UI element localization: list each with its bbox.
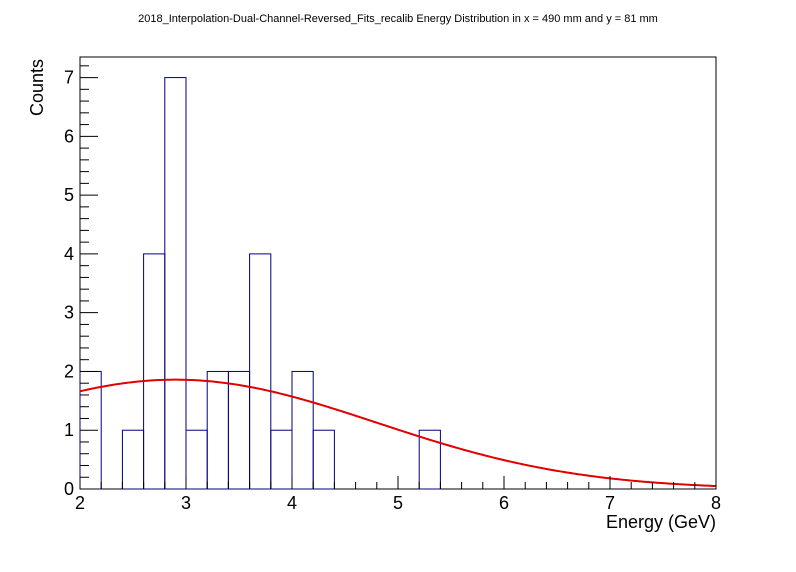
y-tick-label-2: 2	[64, 361, 74, 381]
chart-title: 2018_Interpolation-Dual-Channel-Reversed…	[138, 13, 658, 25]
histogram-bin-10	[291, 370, 314, 490]
histogram-bin-2	[121, 429, 145, 490]
y-tick-label-0: 0	[64, 479, 74, 499]
histogram-bin-3	[143, 253, 166, 490]
histogram-bin-4	[164, 77, 187, 490]
x-axis-title: Energy (GeV)	[606, 512, 716, 532]
histogram-bin-9	[270, 429, 293, 490]
x-tick-label-6: 8	[711, 493, 721, 513]
x-tick-label-2: 4	[287, 493, 297, 513]
y-tick-label-6: 6	[64, 126, 74, 146]
histogram-bin-5	[185, 429, 208, 490]
y-tick-label-1: 1	[64, 420, 74, 440]
x-tick-label-0: 2	[75, 493, 85, 513]
histogram-bin-11	[312, 429, 335, 490]
histogram-bin-7	[227, 370, 251, 490]
y-tick-label-5: 5	[64, 185, 74, 205]
plot-frame	[79, 56, 717, 490]
x-tick-label-3: 5	[393, 493, 403, 513]
fit-curve	[79, 378, 717, 488]
x-tick-label-4: 6	[499, 493, 509, 513]
y-tick-label-7: 7	[64, 68, 74, 88]
histogram-bin-8	[249, 253, 272, 490]
y-tick-label-3: 3	[64, 303, 74, 323]
y-axis-title: Counts	[27, 59, 47, 116]
x-tick-label-1: 3	[181, 493, 191, 513]
y-tick-label-4: 4	[64, 244, 74, 264]
histogram-bin-6	[206, 370, 229, 490]
histogram-bin-16	[418, 429, 441, 490]
x-tick-label-5: 7	[605, 493, 615, 513]
